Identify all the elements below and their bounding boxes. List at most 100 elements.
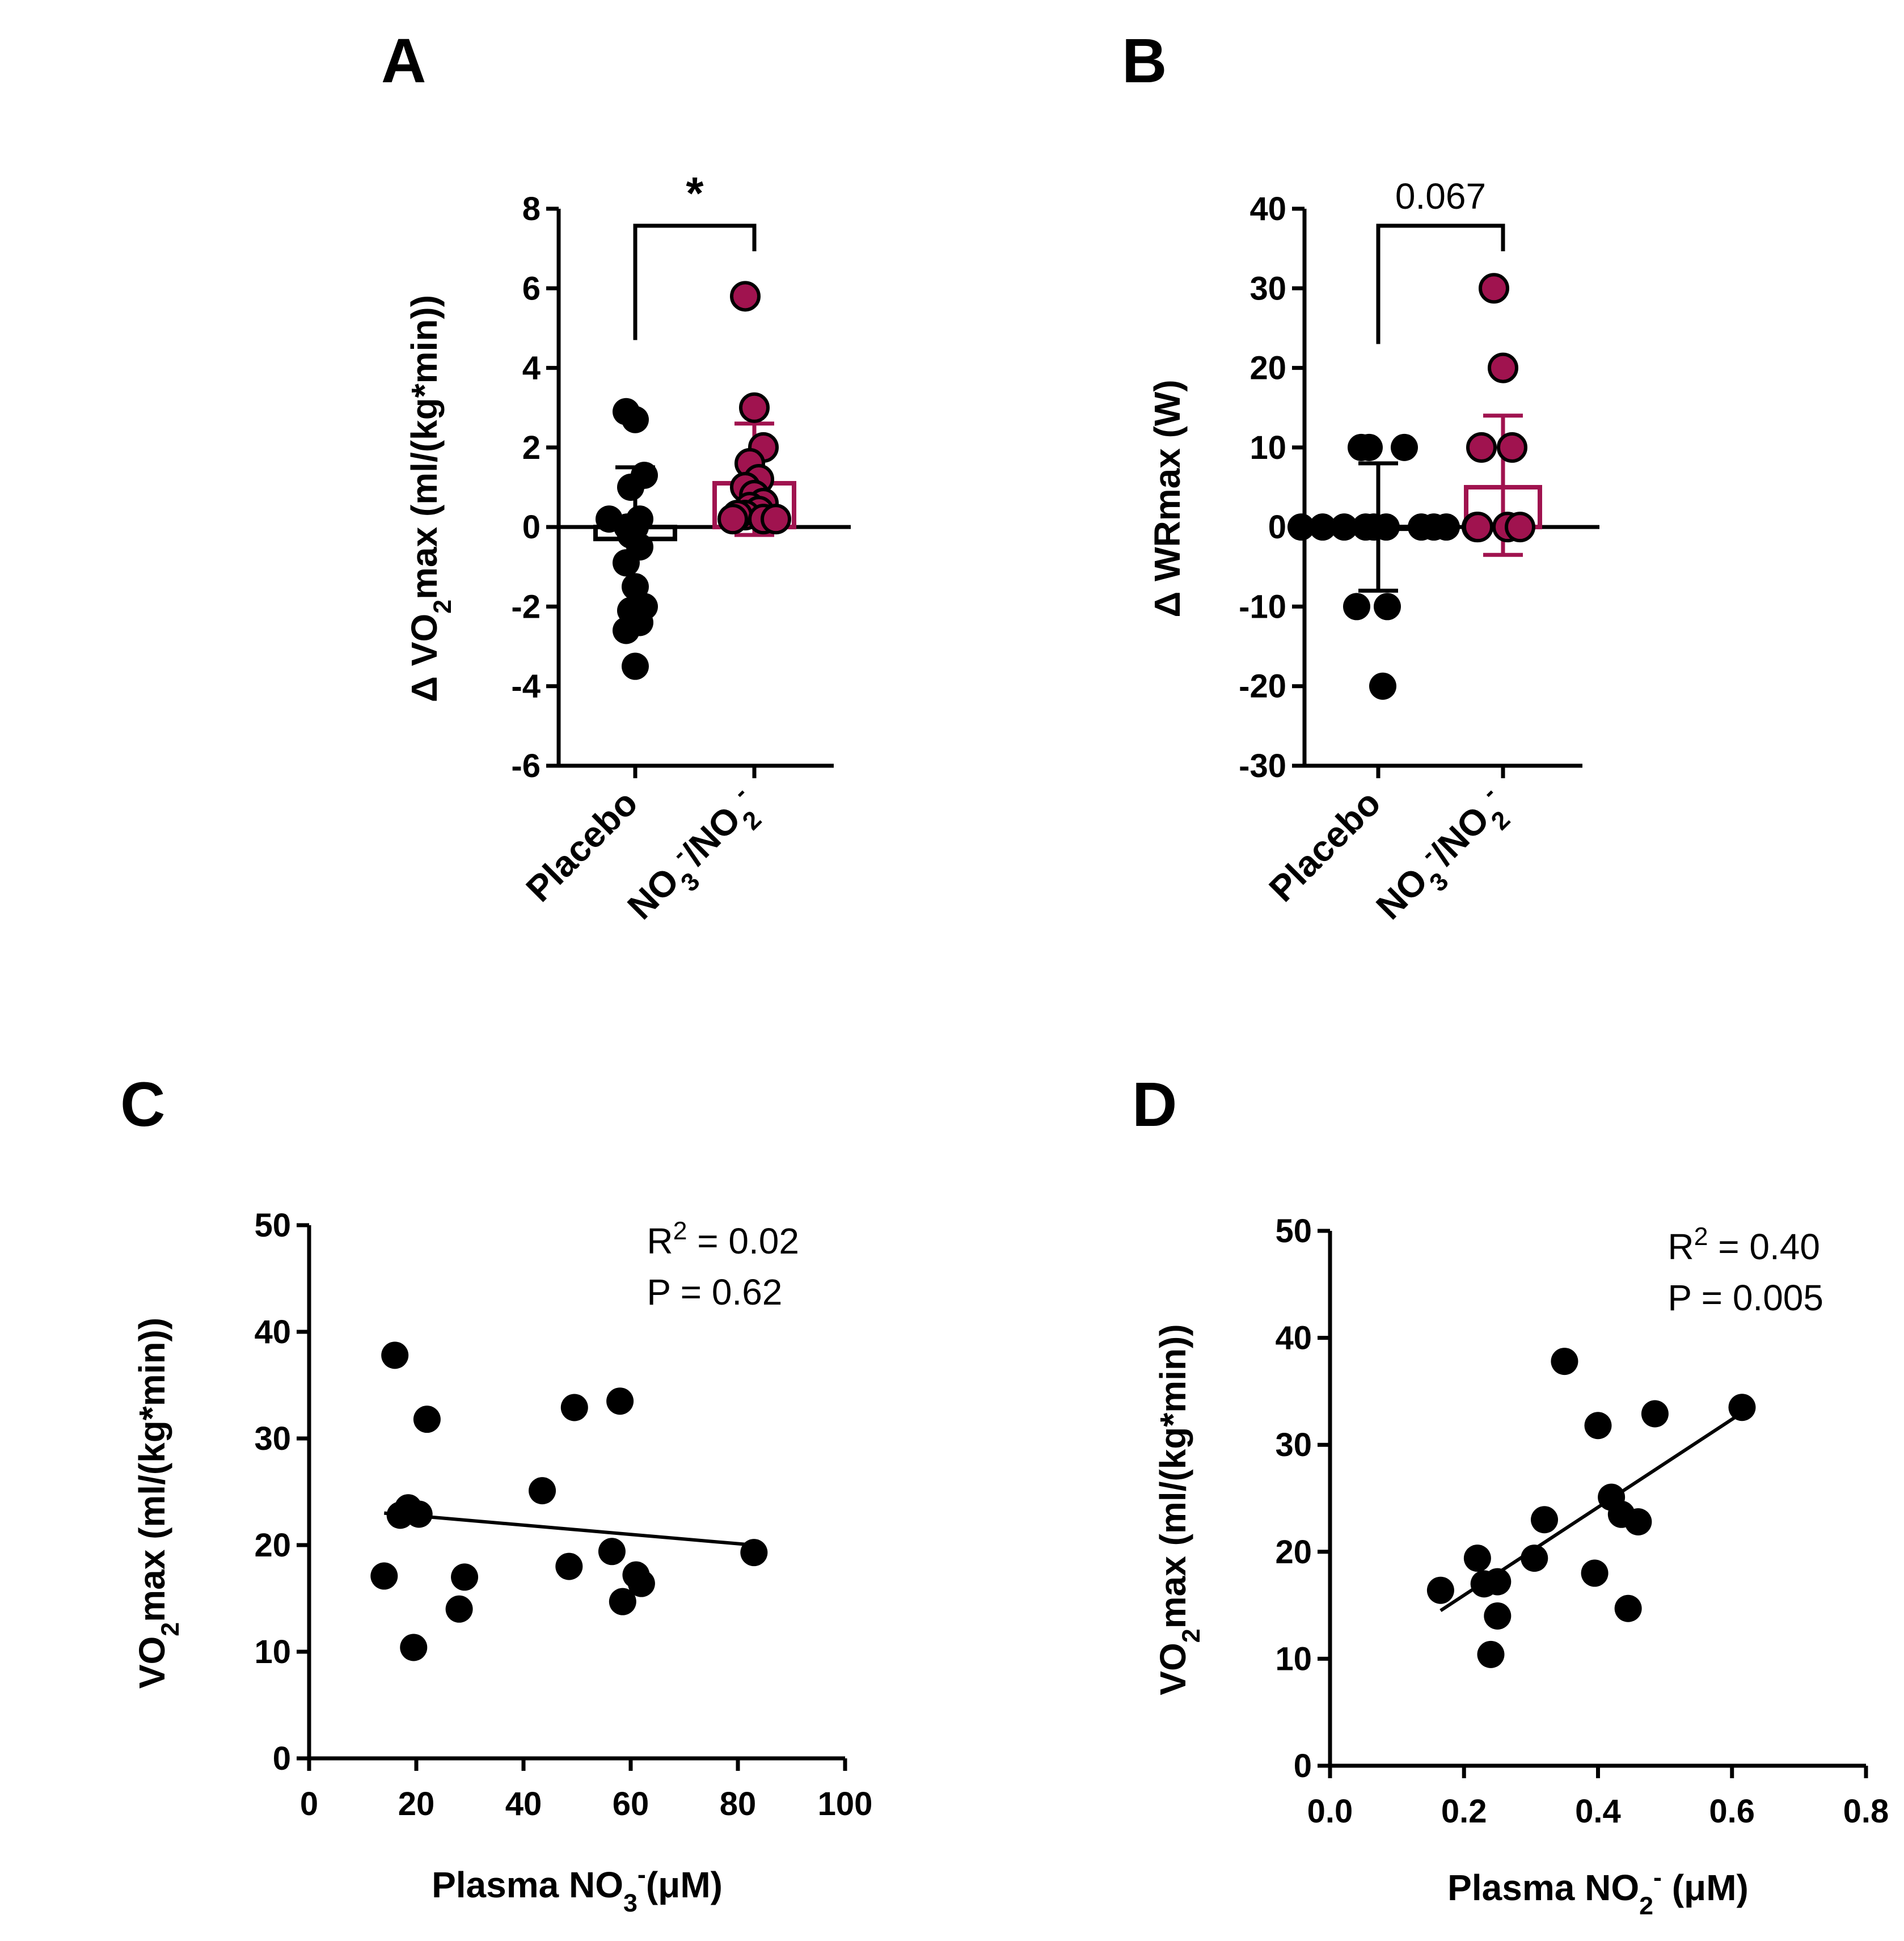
data-point [717, 504, 748, 535]
data-point [1470, 1570, 1498, 1598]
data-point [1581, 1559, 1609, 1587]
x-category-label: NO3-/NO2- [1365, 779, 1521, 935]
y-tick-label: 10 [1249, 429, 1286, 466]
x-category-label: NO3-/NO2- [617, 779, 772, 935]
y-tick-label: 40 [254, 1314, 291, 1351]
data-point [1624, 1508, 1652, 1535]
data-point [413, 1406, 441, 1433]
data-point [1463, 1545, 1491, 1572]
y-axis-title: Δ VO2max (ml/(kg*min)) [404, 295, 457, 702]
panel-letter-d: D [1132, 1070, 1177, 1140]
data-point [370, 1562, 398, 1590]
significance-bracket [1376, 223, 1505, 344]
data-point [730, 281, 761, 312]
data-point [1521, 1545, 1548, 1572]
x-tick-label: 20 [398, 1786, 435, 1822]
data-point [1391, 433, 1418, 461]
data-point [1614, 1594, 1642, 1622]
significance-label: * [686, 168, 704, 218]
y-tick-label: -2 [511, 588, 541, 625]
x-axis-title: Plasma NO2- (μM) [1447, 1863, 1749, 1920]
panel-letter-c: C [120, 1070, 165, 1140]
y-tick-label: -30 [1239, 748, 1286, 784]
data-point [1426, 1576, 1454, 1604]
data-point [622, 652, 649, 680]
y-tick-label: 40 [1249, 191, 1286, 227]
data-point [627, 1569, 655, 1597]
significance-label: 0.067 [1395, 176, 1486, 217]
x-axis-title: Plasma NO3-(μM) [432, 1860, 723, 1917]
data-point [1287, 513, 1315, 541]
data-point [555, 1552, 583, 1580]
data-point [1484, 1602, 1512, 1630]
x-tick-label: 80 [720, 1786, 757, 1822]
significance-bracket [633, 223, 757, 340]
x-tick-label: 0.6 [1709, 1793, 1755, 1830]
data-point [598, 1538, 626, 1566]
data-point [405, 1500, 433, 1528]
y-tick-label: 50 [1275, 1213, 1312, 1250]
x-tick-label: 0.0 [1307, 1793, 1353, 1830]
panel-d-chart: 0 10 20 30 40 50 0.0 0.2 0.4 0.6 0.8 R2 = 0.40 P = 0… [1152, 1213, 1889, 1920]
y-tick-label: 4 [522, 350, 541, 387]
y-axis-title: VO2max (ml/(kg*min)) [132, 1318, 184, 1689]
r-squared-label: R2 = 0.02 [647, 1217, 799, 1261]
data-point [1343, 593, 1370, 621]
panel-c-chart: 0 10 20 30 40 50 0 20 40 60 80 100 R2 = 0.02 P = 0.62… [132, 1207, 872, 1917]
x-tick-label: 40 [505, 1786, 542, 1822]
data-point [560, 1394, 588, 1421]
data-point [1479, 273, 1509, 304]
x-category-label: Placebo [518, 782, 645, 909]
x-category-label: Placebo [1261, 782, 1388, 909]
data-point [1309, 513, 1336, 541]
x-tick-label: 60 [613, 1786, 649, 1822]
y-tick-label: 0 [1294, 1748, 1312, 1784]
data-point [1497, 432, 1527, 463]
data-point [606, 1387, 634, 1415]
data-point [1551, 1348, 1578, 1375]
y-tick-label: 50 [254, 1207, 291, 1244]
data-point [1584, 1412, 1612, 1440]
y-tick-label: -10 [1239, 588, 1286, 625]
data-point [451, 1563, 479, 1591]
y-tick-label: 6 [522, 270, 541, 307]
data-point [761, 504, 791, 535]
y-tick-label: 20 [1275, 1534, 1312, 1571]
x-tick-label: 0.8 [1843, 1793, 1889, 1830]
data-point [1348, 433, 1375, 461]
data-point [1463, 512, 1493, 543]
y-tick-label: 30 [1275, 1427, 1312, 1463]
x-tick-label: 0.4 [1575, 1793, 1621, 1830]
data-point [609, 1588, 636, 1615]
y-tick-label: -20 [1239, 668, 1286, 705]
data-point [445, 1595, 473, 1623]
y-tick-label: 10 [1275, 1640, 1312, 1677]
data-point [1352, 513, 1379, 541]
data-point [1466, 432, 1497, 463]
p-value-label: P = 0.005 [1667, 1277, 1823, 1318]
y-axis-title: Δ WRmax (W) [1147, 379, 1188, 617]
y-tick-label: 8 [522, 191, 541, 227]
y-tick-label: 0 [273, 1740, 291, 1777]
y-tick-label: 20 [1249, 350, 1286, 387]
r-squared-label: R2 = 0.40 [1667, 1222, 1820, 1267]
data-point [1477, 1640, 1505, 1668]
data-point [381, 1341, 409, 1369]
data-point [1641, 1400, 1669, 1428]
data-point [1331, 513, 1358, 541]
data-point [613, 617, 640, 644]
data-point [622, 406, 649, 433]
y-tick-label: -4 [511, 668, 541, 705]
data-point [617, 474, 644, 501]
data-point [1369, 672, 1396, 700]
y-tick-label: -6 [511, 748, 541, 784]
y-tick-label: 0 [1268, 509, 1286, 546]
y-tick-label: 2 [522, 429, 541, 466]
data-point [613, 549, 640, 577]
y-tick-label: 20 [254, 1527, 291, 1564]
data-point [739, 392, 770, 423]
y-axis-title: VO2max (ml/(kg*min)) [1152, 1324, 1205, 1695]
